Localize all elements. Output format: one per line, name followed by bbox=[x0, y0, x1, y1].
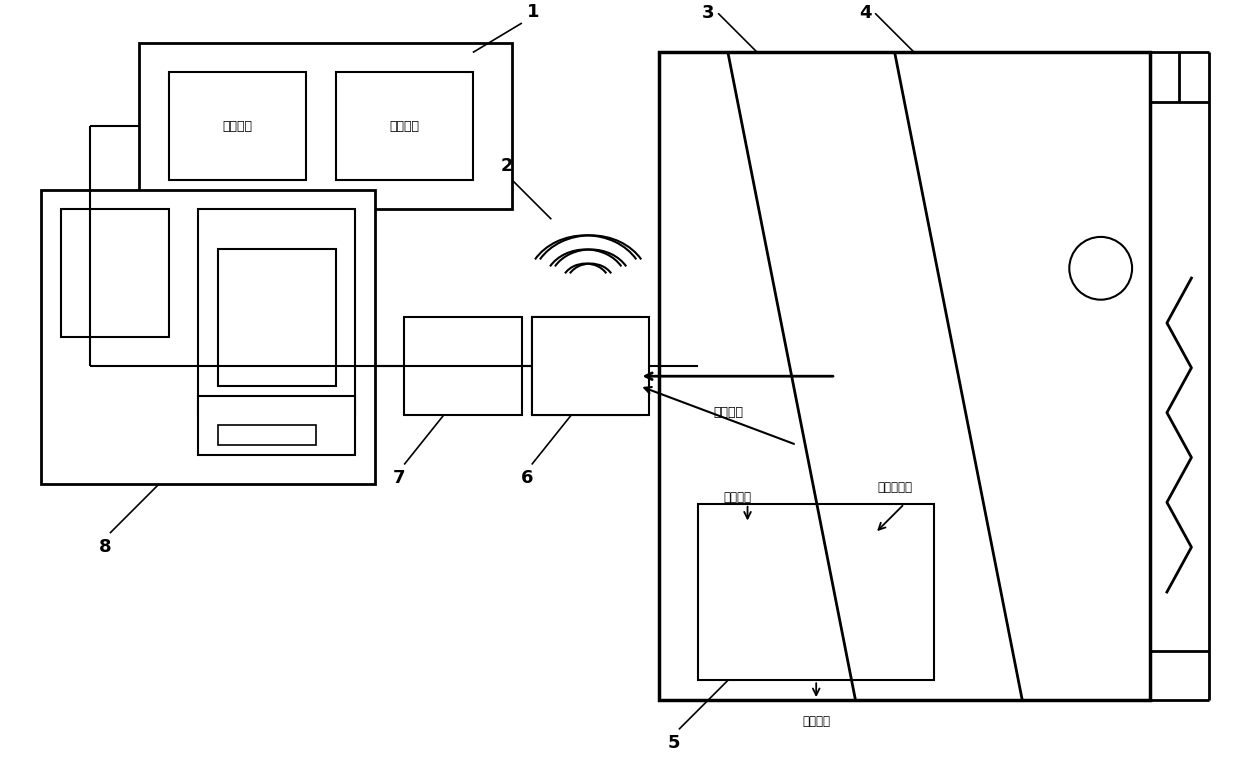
Text: 6: 6 bbox=[521, 470, 533, 487]
Text: 数据存储: 数据存储 bbox=[389, 119, 419, 132]
Text: 数据计算: 数据计算 bbox=[222, 119, 253, 132]
Bar bbox=[61, 209, 169, 337]
Text: 2: 2 bbox=[501, 157, 513, 175]
Bar bbox=[41, 190, 374, 484]
Bar bbox=[218, 249, 336, 386]
Text: 室外温度: 室外温度 bbox=[802, 715, 831, 728]
Bar bbox=[532, 317, 640, 416]
Text: 室内温度: 室内温度 bbox=[724, 490, 751, 504]
Bar bbox=[532, 317, 650, 416]
Text: 8: 8 bbox=[99, 538, 112, 556]
Bar bbox=[139, 42, 512, 209]
Bar bbox=[169, 72, 306, 180]
Text: 4: 4 bbox=[859, 4, 872, 22]
Bar bbox=[660, 52, 1149, 700]
Bar bbox=[198, 209, 355, 416]
Bar bbox=[336, 72, 472, 180]
Text: 1: 1 bbox=[527, 3, 539, 21]
Text: 无线传输: 无线传输 bbox=[713, 406, 743, 419]
Bar bbox=[404, 317, 522, 416]
Text: 3: 3 bbox=[702, 4, 714, 22]
Bar bbox=[218, 425, 316, 445]
Text: 电暑气温度: 电暑气温度 bbox=[877, 481, 913, 494]
Bar bbox=[698, 504, 934, 681]
Bar bbox=[198, 396, 355, 455]
Text: 5: 5 bbox=[667, 735, 681, 752]
Text: 7: 7 bbox=[393, 470, 405, 487]
